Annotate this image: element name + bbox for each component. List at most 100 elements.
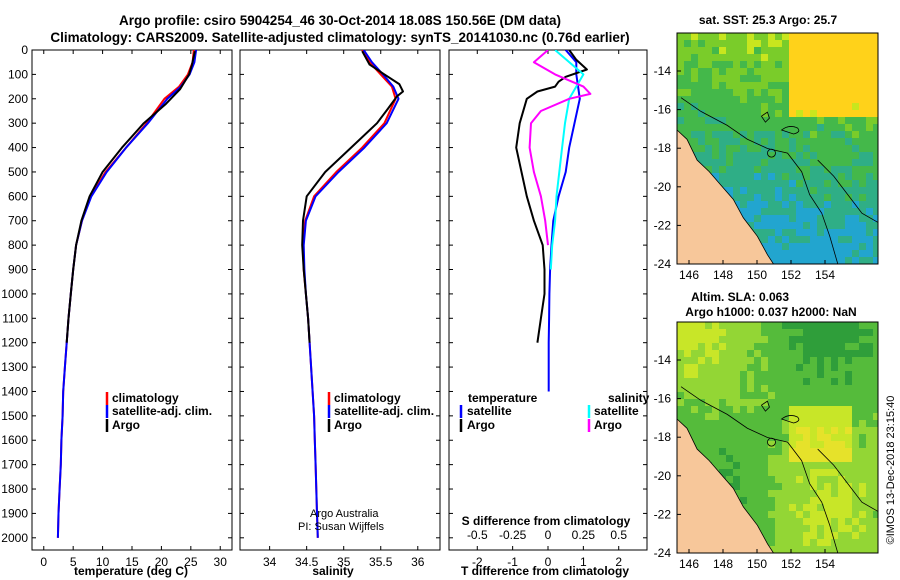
map-cell (866, 82, 874, 90)
map-cell (740, 441, 748, 449)
map-cell (866, 110, 874, 118)
map-cell (796, 336, 804, 344)
map-cell (831, 371, 839, 379)
map-cell (712, 159, 720, 167)
map-cell (747, 194, 755, 202)
map-cell (782, 82, 790, 90)
map-cell (768, 399, 776, 407)
map-cell (817, 61, 825, 69)
map-cell (691, 385, 699, 393)
map-cell (824, 385, 832, 393)
map-cell (761, 75, 769, 83)
map-cell (684, 378, 692, 386)
map-cell (754, 145, 762, 153)
map-cell (754, 378, 762, 386)
map-cell (866, 243, 874, 251)
map-cell (817, 441, 825, 449)
map-cell (789, 511, 797, 519)
map-cell (775, 413, 783, 421)
map-cell (803, 385, 811, 393)
map-cell (845, 208, 853, 216)
map-cell (803, 68, 811, 76)
map-cell (859, 322, 867, 330)
map-cell (782, 434, 790, 442)
map-cell (775, 250, 783, 258)
map-cell (838, 250, 846, 258)
map-cell (761, 89, 769, 97)
map-cell (859, 357, 867, 365)
map-cell (817, 532, 825, 540)
map-cell (684, 350, 692, 358)
map-cell (789, 145, 797, 153)
map-cell (796, 54, 804, 62)
map-cell (733, 89, 741, 97)
map-cell (733, 483, 741, 491)
map-cell (754, 166, 762, 174)
map-cell (852, 208, 860, 216)
map-cell (754, 54, 762, 62)
map-cell (775, 504, 783, 512)
map-cell (789, 208, 797, 216)
map-cell (796, 145, 804, 153)
map-cell (789, 399, 797, 407)
map-cell (712, 54, 720, 62)
credit-line-2: PI: Susan Wijffels (298, 521, 384, 533)
map-cell (852, 250, 860, 258)
map-cell (719, 166, 727, 174)
map-cell (782, 546, 790, 553)
map-cell (831, 420, 839, 428)
map-cell (810, 497, 818, 505)
map-cell (768, 215, 776, 223)
map-cell (705, 54, 713, 62)
map-cell (782, 455, 790, 463)
reef-outline (760, 111, 770, 123)
map-cell (803, 399, 811, 407)
map-cell (747, 511, 755, 519)
map-cell (852, 68, 860, 76)
map-cell (803, 33, 811, 41)
map-lat-label: -22 (654, 507, 672, 521)
map-cell (768, 103, 776, 111)
x-tick-label: 1 (580, 555, 587, 569)
map-cell (817, 469, 825, 477)
map-cell (824, 364, 832, 372)
map-cell (747, 392, 755, 400)
map-cell (824, 434, 832, 442)
timestamp-stamp: ©IMOS 13-Dec-2018 23:15:40 (885, 396, 897, 545)
map-cell (810, 343, 818, 351)
map-cell (789, 329, 797, 337)
map-cell (810, 378, 818, 386)
map-cell (873, 378, 878, 386)
map-cell (852, 96, 860, 104)
map-cell (726, 96, 734, 104)
map-cell (831, 525, 839, 533)
map-cell (810, 511, 818, 519)
map-cell (838, 329, 846, 337)
map-cell (852, 159, 860, 167)
map-cell (789, 455, 797, 463)
map-cell (733, 145, 741, 153)
map-cell (838, 166, 846, 174)
map-cell (726, 131, 734, 139)
map-cell (789, 343, 797, 351)
map-cell (677, 322, 685, 330)
map-cell (733, 357, 741, 365)
map-cell (845, 350, 853, 358)
map-cell (719, 40, 727, 48)
map-cell (712, 462, 720, 470)
map-cell (859, 117, 867, 125)
map-cell (803, 61, 811, 69)
map-cell (747, 483, 755, 491)
map-cell (747, 469, 755, 477)
map-cell (796, 68, 804, 76)
map-cell (845, 194, 853, 202)
map-cell (768, 532, 776, 540)
map-cell (719, 82, 727, 90)
map-cell (803, 82, 811, 90)
map-cell (803, 413, 811, 421)
map-cell (698, 47, 706, 55)
map-cell (789, 89, 797, 97)
map-cell (838, 33, 846, 41)
map-cell (789, 413, 797, 421)
map-cell (691, 427, 699, 435)
